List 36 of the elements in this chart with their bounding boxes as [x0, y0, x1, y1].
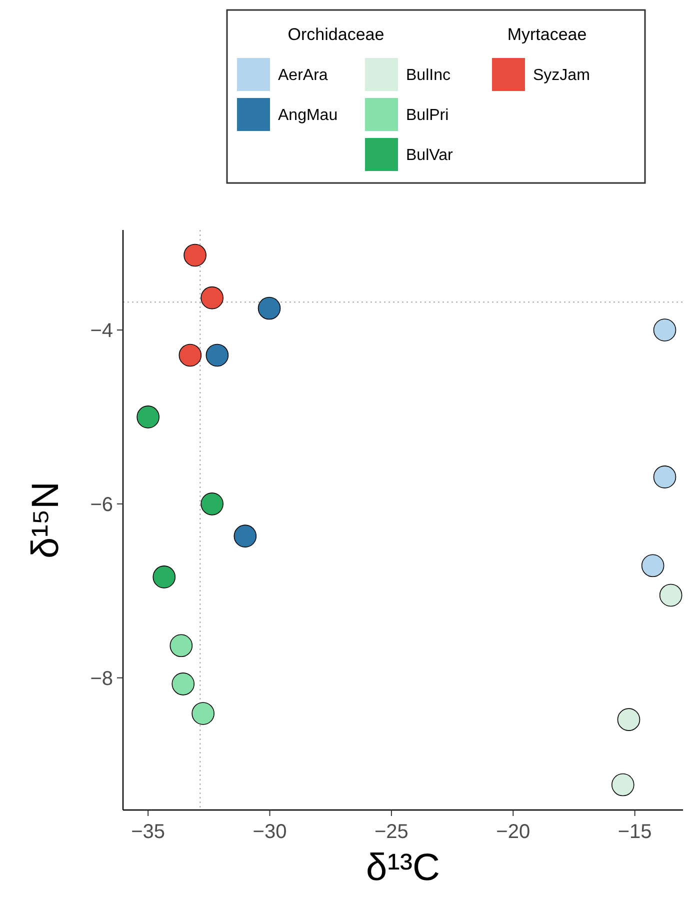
legend-label: SyzJam	[533, 67, 590, 84]
x-tick-label: −25	[374, 821, 408, 843]
y-tick-label: −8	[90, 668, 113, 690]
point	[653, 318, 676, 342]
point	[172, 672, 195, 696]
point	[178, 344, 202, 367]
point	[258, 296, 281, 320]
point	[234, 524, 257, 548]
point	[653, 466, 676, 488]
legend-label: AngMau	[278, 107, 338, 124]
y-tick-label: −6	[90, 494, 113, 516]
text: Myrtaceae	[507, 25, 587, 44]
point	[192, 702, 214, 725]
point	[136, 406, 160, 428]
point	[641, 554, 664, 578]
point	[200, 492, 224, 516]
y-tick-label: −4	[90, 320, 113, 342]
x-tick-label: −35	[131, 821, 166, 843]
point	[659, 584, 682, 607]
legend-label: BulVar	[406, 147, 454, 164]
point	[184, 244, 206, 267]
point	[611, 773, 634, 796]
point	[617, 708, 640, 731]
point	[206, 344, 229, 367]
x-axis-title: δ¹³C	[366, 847, 440, 889]
x-tick-label: −30	[252, 821, 287, 843]
point	[152, 566, 176, 588]
x-tick-label: −15	[618, 821, 652, 843]
y-axis-title: δ¹⁵N	[25, 481, 67, 559]
legend-label: BulPri	[406, 107, 449, 124]
legend-label: AerAra	[278, 67, 328, 84]
text: Orchidaceae	[288, 25, 384, 44]
point	[170, 634, 193, 658]
point	[200, 286, 224, 310]
x-tick-label: −20	[496, 821, 530, 843]
legend-label: BulInc	[406, 67, 450, 84]
